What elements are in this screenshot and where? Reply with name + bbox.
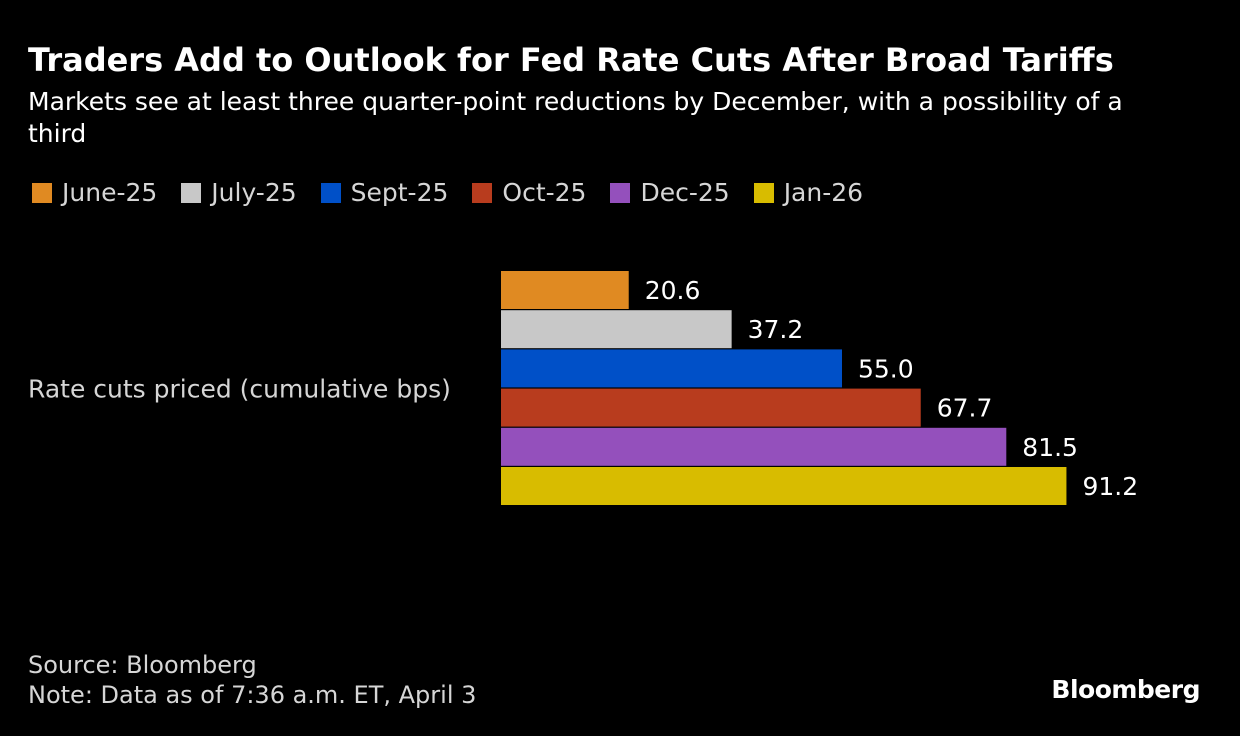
data-label: 67.7: [937, 394, 993, 423]
bar-sept-25: [501, 349, 842, 388]
footer: Source: Bloomberg Note: Data as of 7:36 …: [28, 650, 476, 710]
legend-swatch: [753, 183, 774, 203]
legend-item: Oct-25: [472, 177, 586, 209]
data-label: 20.6: [645, 276, 701, 305]
legend-swatch: [320, 183, 341, 203]
bar-jan-26: [501, 467, 1067, 505]
legend-label: Sept-25: [350, 178, 449, 207]
legend-label: July-25: [211, 178, 297, 207]
bar-dec-25: [501, 427, 1007, 466]
bar-june-25: [501, 271, 629, 309]
bar-july-25: [501, 310, 732, 349]
data-label: 81.5: [1022, 433, 1078, 462]
legend-swatch: [32, 183, 52, 203]
legend-label: Dec-25: [640, 178, 730, 207]
legend-label: Oct-25: [502, 178, 587, 207]
bar-oct-25: [501, 388, 921, 427]
legend-item: June-25: [32, 177, 157, 209]
category-label: Rate cuts priced (cumulative bps): [28, 375, 451, 404]
data-label: 55.0: [858, 354, 914, 383]
legend-swatch: [610, 183, 631, 203]
bloomberg-logo: Bloomberg: [1051, 675, 1200, 704]
data-note: Note: Data as of 7:36 a.m. ET, April 3: [28, 681, 477, 709]
data-label: 91.2: [1082, 472, 1138, 501]
legend-item: Sept-25: [320, 177, 449, 209]
legend-swatch: [472, 183, 493, 203]
chart-title: Traders Add to Outlook for Fed Rate Cuts…: [28, 41, 1114, 79]
legend-label: June-25: [62, 178, 158, 207]
data-label: 37.2: [748, 315, 804, 344]
chart-subtitle: Markets see at least three quarter-point…: [28, 87, 1123, 148]
legend-label: Jan-26: [783, 178, 864, 207]
legend-swatch: [181, 183, 202, 203]
chart-legend: June-25 July-25 Sept-25 Oct-25 Dec-25 Jan-26: [32, 176, 887, 210]
legend-item: July-25: [181, 177, 297, 209]
legend-item: Dec-25: [610, 177, 730, 209]
source-note: Source: Bloomberg: [28, 651, 257, 679]
legend-item: Jan-26: [753, 177, 864, 209]
